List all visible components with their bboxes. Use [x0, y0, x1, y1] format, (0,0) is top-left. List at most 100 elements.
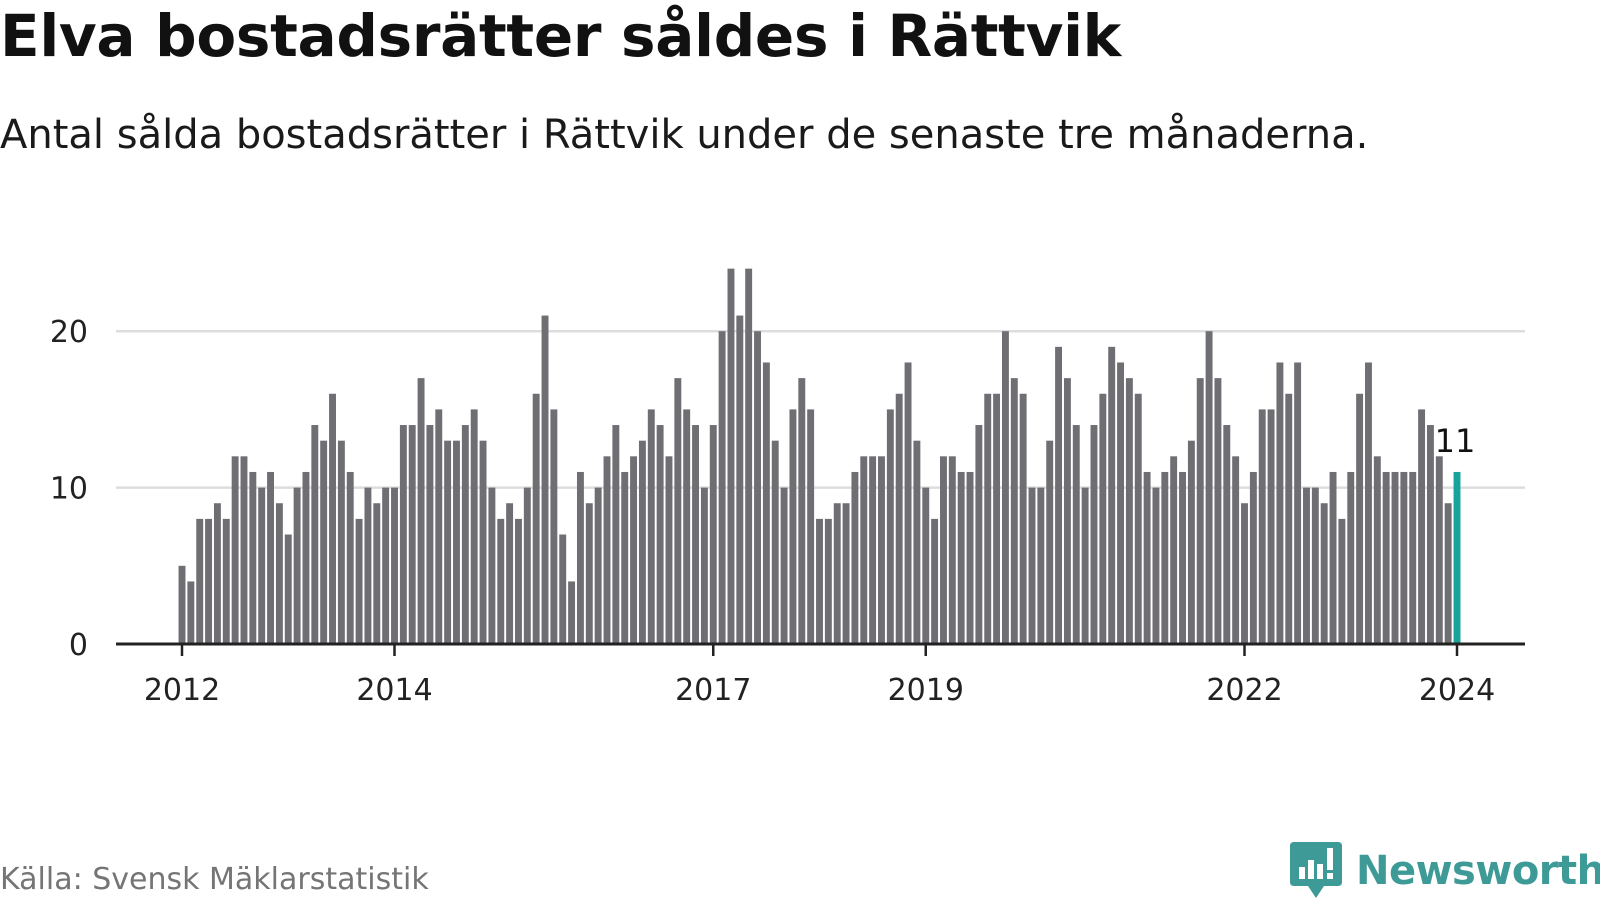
bar [1329, 471, 1337, 644]
bar [311, 425, 319, 644]
bar [320, 440, 328, 644]
chart-subtitle: Antal sålda bostadsrätter i Rättvik unde… [0, 112, 1369, 158]
y-axis-ticks: 0 10 20 [50, 315, 88, 663]
bar [267, 471, 274, 644]
x-tick-label: 2012 [144, 673, 220, 708]
bar [1187, 440, 1195, 644]
bar [249, 471, 257, 644]
bar [576, 471, 584, 644]
bar [205, 518, 213, 644]
bar [1223, 425, 1231, 644]
bar [213, 503, 221, 644]
x-tick-label: 2019 [888, 673, 964, 708]
bar [718, 331, 726, 644]
bar [612, 425, 620, 644]
bar [1267, 409, 1275, 644]
bar [1426, 425, 1434, 644]
bar [1391, 471, 1399, 644]
bar [1435, 456, 1443, 644]
bar [1090, 425, 1098, 644]
bar [1081, 487, 1089, 644]
bar [886, 409, 894, 644]
bar [337, 440, 345, 644]
bar [1258, 409, 1266, 644]
bar [1338, 518, 1346, 644]
bar [550, 409, 558, 644]
x-tick-label: 2014 [356, 673, 432, 708]
bar [417, 378, 425, 644]
bar [453, 440, 460, 644]
bar-chart: 0 10 20 2012 2014 2017 2019 2022 2024 11 [50, 268, 1525, 708]
bar [1249, 471, 1257, 644]
gridlines [116, 329, 1525, 489]
bar [391, 487, 398, 644]
bar [957, 471, 965, 644]
bar [1356, 393, 1364, 644]
bar [559, 534, 567, 644]
x-axis-ticks: 2012 2014 2017 2019 2022 2024 [144, 644, 1495, 708]
bar [1161, 471, 1169, 644]
bar [692, 425, 699, 644]
bar [647, 409, 655, 644]
bar [816, 518, 823, 644]
bar [1285, 393, 1293, 644]
bar-highlight [1453, 471, 1461, 644]
bar [904, 362, 912, 644]
bar [851, 471, 859, 644]
bar [727, 268, 735, 644]
bar [1143, 471, 1151, 644]
bar [373, 503, 381, 644]
bar [1063, 378, 1071, 644]
bar [975, 425, 983, 644]
bar [745, 268, 753, 644]
bar [1205, 331, 1213, 644]
bar [515, 518, 522, 644]
bar [1365, 362, 1372, 644]
bar [1028, 487, 1036, 644]
bar [382, 487, 390, 644]
bar [630, 456, 638, 644]
bar [1037, 487, 1045, 644]
bar [187, 581, 195, 644]
bar [506, 503, 514, 644]
bar [1409, 471, 1417, 644]
bar [1444, 503, 1452, 644]
bar [824, 518, 832, 644]
bar [762, 362, 770, 644]
bar [1382, 471, 1390, 644]
brand-logo: Newsworthy [1290, 842, 1600, 900]
bar [1241, 503, 1248, 644]
bar [683, 409, 691, 644]
source-note: Källa: Svensk Mäklarstatistik [0, 862, 429, 897]
bar [922, 487, 930, 644]
bar [196, 518, 204, 644]
bar [1055, 346, 1063, 644]
x-tick-label: 2017 [675, 673, 751, 708]
chart-title: Elva bostadsrätter såldes i Rättvik [0, 2, 1121, 70]
bar [275, 503, 283, 644]
bar [771, 440, 779, 644]
bar [665, 456, 673, 644]
bar [860, 456, 868, 644]
bar [709, 425, 717, 644]
bar [1019, 393, 1027, 644]
bar [258, 487, 266, 644]
bars [178, 268, 1461, 644]
bar [1320, 503, 1328, 644]
bar [1117, 362, 1124, 644]
bar [178, 565, 186, 644]
bar [1001, 331, 1009, 644]
x-tick-label: 2022 [1206, 673, 1282, 708]
bar [913, 440, 921, 644]
last-value-label: 11 [1435, 422, 1476, 460]
bar [842, 503, 850, 644]
bar [940, 456, 947, 644]
bar [444, 440, 452, 644]
bar [603, 456, 611, 644]
bar [966, 471, 974, 644]
y-tick-label: 10 [50, 472, 88, 507]
bar [833, 503, 841, 644]
bar [1303, 487, 1310, 644]
bar [1214, 378, 1222, 644]
y-tick-label: 20 [50, 315, 88, 350]
